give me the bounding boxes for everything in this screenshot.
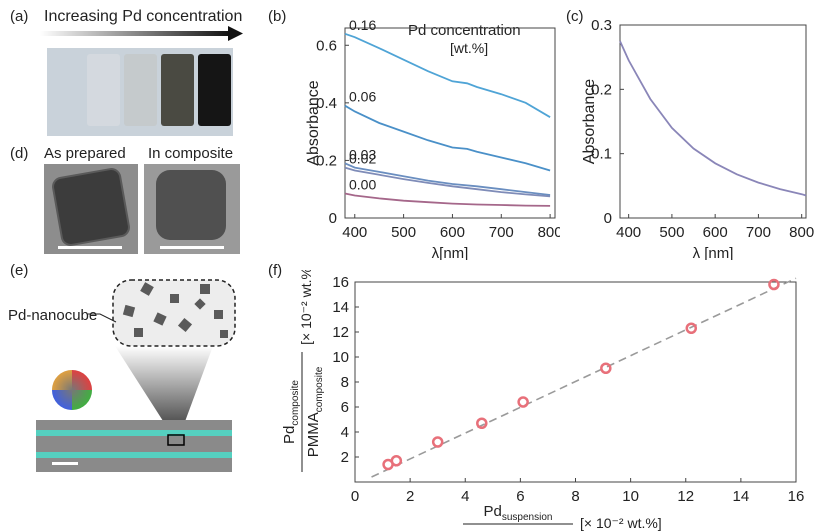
- x-tick-label: 500: [391, 224, 416, 241]
- x-axis-label-numerator: Pdsuspension: [484, 503, 553, 523]
- x-tick-label: 4: [461, 488, 469, 505]
- x-tick-label: 700: [746, 224, 771, 241]
- data-point: [600, 362, 612, 374]
- y-tick-label: 0.4: [316, 95, 337, 112]
- data-point: [768, 278, 780, 291]
- x-tick-label: 12: [677, 488, 694, 505]
- y-tick-label: 0.2: [316, 152, 337, 169]
- y-axis-label-numerator: Pdcomposite: [281, 380, 301, 444]
- sample-swatch: [198, 54, 231, 126]
- tem-image-as-prepared: [44, 164, 138, 254]
- data-point: [685, 322, 698, 334]
- y-tick-label: 16: [332, 274, 349, 291]
- series-line: [344, 166, 551, 198]
- x-tick-label: 400: [616, 224, 641, 241]
- series-line: [344, 104, 551, 172]
- series-label: 0.06: [349, 89, 376, 105]
- y-tick-label: 0.1: [591, 146, 612, 163]
- y-tick-label: 14: [332, 299, 349, 316]
- y-axis-label-denominator: PMMAcomposite: [305, 366, 325, 457]
- series-label: 0.03: [349, 146, 376, 162]
- x-tick-label: 600: [703, 224, 728, 241]
- x-tick-label: 6: [516, 488, 524, 505]
- y-tick-label: 0.6: [316, 37, 337, 54]
- y-tick-label: 0: [329, 210, 337, 227]
- panel-f-label: (f): [268, 262, 283, 279]
- plot-frame: [619, 24, 807, 219]
- panel-e-label: (e): [10, 262, 29, 279]
- y-tick-label: 2: [341, 449, 349, 466]
- panel-e-callout: Pd-nanocube: [8, 307, 98, 324]
- plot-frame: [344, 27, 556, 219]
- x-tick-label: 500: [659, 224, 684, 241]
- series-line: [619, 40, 807, 197]
- panel-d-right-caption: In composite: [148, 145, 234, 162]
- x-axis-label-denominator: PMMApowder: [479, 529, 557, 531]
- y-axis-label: Absorbance: [305, 80, 322, 165]
- panel-d-label: (d): [10, 145, 29, 162]
- concentration-arrow: [40, 26, 243, 41]
- data-point: [431, 436, 444, 448]
- sample-swatch: [161, 54, 194, 126]
- y-tick-label: 6: [341, 399, 349, 416]
- panel-d-left-caption: As prepared: [44, 145, 126, 162]
- y-tick-label: 0.3: [591, 17, 612, 34]
- series-label: 0.16: [349, 17, 376, 33]
- y-tick-label: 10: [332, 349, 349, 366]
- x-tick-label: 800: [789, 224, 814, 241]
- x-tick-label: 600: [440, 224, 465, 241]
- x-tick-label: 16: [788, 488, 805, 505]
- x-axis-label: λ[nm]: [432, 245, 469, 260]
- y-tick-label: 12: [332, 324, 349, 341]
- x-tick-label: 8: [571, 488, 579, 505]
- x-tick-label: 400: [342, 224, 367, 241]
- data-point: [390, 455, 403, 467]
- y-tick-label: 4: [341, 424, 349, 441]
- y-tick-label: 0: [604, 210, 612, 227]
- x-tick-label: 14: [733, 488, 750, 505]
- panel-b-legend-unit: [wt.%]: [450, 40, 489, 56]
- sample-swatch: [87, 54, 120, 126]
- panel-c-label: (c): [566, 8, 584, 25]
- y-axis-label: Absorbance: [581, 79, 598, 164]
- sample-swatch: [124, 54, 157, 126]
- series-label: 0.00: [349, 177, 376, 193]
- panel-a-title: Increasing Pd concentration: [44, 8, 243, 25]
- series-line: [344, 32, 551, 118]
- x-tick-label: 2: [406, 488, 414, 505]
- nanocube-schematic: [36, 279, 236, 472]
- data-point: [476, 417, 488, 429]
- tem-image-in-composite: [144, 164, 240, 254]
- scale-bar: [160, 246, 224, 249]
- series-line: [344, 192, 551, 207]
- fit-line: [371, 277, 797, 478]
- concentration-scatter-f: 0 2 4 6 8 10 12 14 16 2 4 6 8 10 12 14 16 Pdsuspension PMM…: [281, 270, 805, 531]
- panel-a-label: (a): [10, 8, 29, 25]
- panel-b-label: (b): [268, 8, 287, 25]
- x-tick-label: 700: [489, 224, 514, 241]
- panel-b-legend-title: Pd concentration: [408, 22, 521, 39]
- absorbance-chart-b: 400 500 600 700 800 0 0.2 0.4 0.6 λ[nm] Absorbance…: [305, 17, 560, 260]
- x-tick-label: 800: [538, 224, 560, 241]
- series-label: 0.02: [349, 151, 376, 167]
- x-axis-unit: [× 10⁻² wt.%]: [580, 515, 662, 531]
- x-axis-label: λ [nm]: [693, 245, 734, 260]
- data-point: [517, 396, 529, 408]
- y-tick-label: 8: [341, 374, 349, 391]
- y-axis-unit: [× 10⁻² wt.%]: [298, 270, 314, 345]
- absorbance-chart-c: 400 500 600 700 800 0 0.1 0.2 0.3 λ [nm] Absorbanc…: [581, 17, 814, 260]
- series-line: [344, 162, 551, 196]
- sample-photo: [47, 48, 233, 136]
- x-tick-label: 10: [622, 488, 639, 505]
- y-tick-label: 0.2: [591, 81, 612, 98]
- x-tick-label: 0: [351, 488, 359, 505]
- scale-bar: [58, 246, 122, 249]
